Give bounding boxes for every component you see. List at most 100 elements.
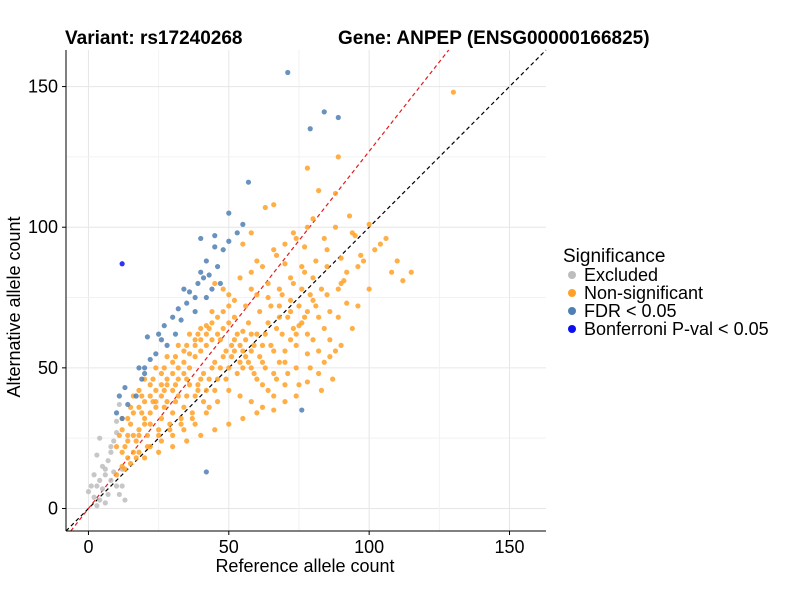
point-non-significant bbox=[170, 432, 176, 438]
point-fdr-0-05 bbox=[156, 331, 162, 337]
point-non-significant bbox=[372, 247, 378, 253]
point-non-significant bbox=[276, 314, 282, 320]
legend-label: Excluded bbox=[584, 265, 658, 285]
point-non-significant bbox=[223, 348, 229, 354]
point-excluded bbox=[113, 418, 120, 424]
point-fdr-0-05 bbox=[136, 365, 142, 371]
point-non-significant bbox=[184, 393, 190, 399]
point-non-significant bbox=[273, 252, 280, 258]
point-fdr-0-05 bbox=[113, 410, 120, 416]
point-fdr-0-05 bbox=[335, 114, 341, 121]
point-fdr-0-05 bbox=[192, 294, 198, 301]
point-non-significant bbox=[408, 269, 414, 275]
point-non-significant bbox=[360, 258, 367, 264]
point-non-significant bbox=[318, 286, 325, 292]
point-fdr-0-05 bbox=[299, 407, 305, 413]
point-fdr-0-05 bbox=[158, 337, 165, 343]
point-non-significant bbox=[377, 241, 383, 247]
point-excluded bbox=[91, 472, 97, 478]
point-non-significant bbox=[181, 348, 187, 354]
point-non-significant bbox=[332, 224, 339, 230]
legend-title: Significance bbox=[563, 246, 665, 267]
point-non-significant bbox=[287, 308, 294, 315]
point-non-significant bbox=[170, 410, 176, 416]
point-non-significant bbox=[203, 387, 209, 393]
point-non-significant bbox=[304, 224, 311, 230]
point-non-significant bbox=[273, 325, 280, 332]
point-non-significant bbox=[287, 297, 294, 303]
point-non-significant bbox=[164, 382, 170, 388]
point-non-significant bbox=[268, 303, 274, 309]
point-excluded bbox=[94, 503, 100, 509]
point-non-significant bbox=[172, 382, 179, 388]
point-non-significant bbox=[186, 351, 193, 357]
point-non-significant bbox=[229, 354, 235, 360]
point-non-significant bbox=[355, 263, 361, 270]
point-non-significant bbox=[307, 292, 313, 298]
point-non-significant bbox=[254, 258, 260, 264]
point-fdr-0-05 bbox=[212, 244, 218, 250]
point-non-significant bbox=[234, 370, 240, 377]
point-non-significant bbox=[313, 303, 319, 309]
point-non-significant bbox=[271, 393, 277, 399]
point-excluded bbox=[88, 483, 94, 489]
point-non-significant bbox=[344, 269, 350, 275]
point-non-significant bbox=[262, 331, 268, 337]
point-non-significant bbox=[158, 393, 165, 399]
point-non-significant bbox=[203, 342, 209, 348]
point-non-significant bbox=[290, 280, 296, 287]
point-non-significant bbox=[310, 337, 316, 343]
point-non-significant bbox=[226, 365, 232, 371]
point-non-significant bbox=[170, 359, 176, 365]
point-excluded bbox=[116, 491, 122, 498]
point-non-significant bbox=[338, 255, 344, 261]
point-non-significant bbox=[164, 354, 170, 360]
x-tick-label: 150 bbox=[494, 537, 524, 557]
point-non-significant bbox=[327, 354, 333, 360]
point-non-significant bbox=[231, 348, 238, 354]
point-non-significant bbox=[349, 230, 355, 236]
point-non-significant bbox=[178, 415, 184, 422]
point-non-significant bbox=[147, 393, 153, 399]
point-non-significant bbox=[293, 342, 299, 348]
point-non-significant bbox=[279, 292, 285, 298]
point-non-significant bbox=[400, 278, 406, 284]
point-non-significant bbox=[282, 261, 288, 267]
point-non-significant bbox=[248, 331, 254, 337]
point-non-significant bbox=[167, 421, 173, 427]
point-non-significant bbox=[251, 342, 257, 348]
point-fdr-0-05 bbox=[141, 370, 148, 377]
point-non-significant bbox=[316, 370, 322, 377]
point-non-significant bbox=[220, 325, 226, 332]
point-non-significant bbox=[181, 359, 187, 365]
point-non-significant bbox=[259, 404, 266, 410]
point-non-significant bbox=[226, 387, 232, 393]
point-non-significant bbox=[130, 432, 136, 438]
point-non-significant bbox=[214, 314, 221, 320]
point-non-significant bbox=[141, 415, 148, 422]
point-fdr-0-05 bbox=[186, 289, 193, 295]
point-non-significant bbox=[282, 348, 288, 354]
point-non-significant bbox=[170, 370, 176, 377]
point-fdr-0-05 bbox=[200, 275, 207, 281]
point-fdr-0-05 bbox=[209, 286, 215, 292]
point-non-significant bbox=[217, 365, 223, 371]
point-non-significant bbox=[141, 455, 148, 461]
point-non-significant bbox=[113, 444, 120, 450]
point-non-significant bbox=[141, 399, 148, 405]
point-non-significant bbox=[318, 387, 325, 393]
point-non-significant bbox=[186, 365, 193, 371]
point-non-significant bbox=[198, 337, 204, 343]
legend-key bbox=[568, 271, 576, 279]
point-non-significant bbox=[116, 432, 122, 438]
point-non-significant bbox=[231, 337, 238, 343]
point-non-significant bbox=[141, 421, 148, 427]
point-non-significant bbox=[304, 379, 311, 385]
point-non-significant bbox=[127, 460, 134, 467]
point-non-significant bbox=[153, 365, 159, 371]
point-non-significant bbox=[243, 354, 249, 360]
point-non-significant bbox=[282, 359, 288, 365]
ticks: 0 50 100 150 0 50 100 150 bbox=[28, 77, 525, 557]
point-fdr-0-05 bbox=[125, 401, 131, 408]
y-tick-label: 50 bbox=[38, 358, 58, 378]
